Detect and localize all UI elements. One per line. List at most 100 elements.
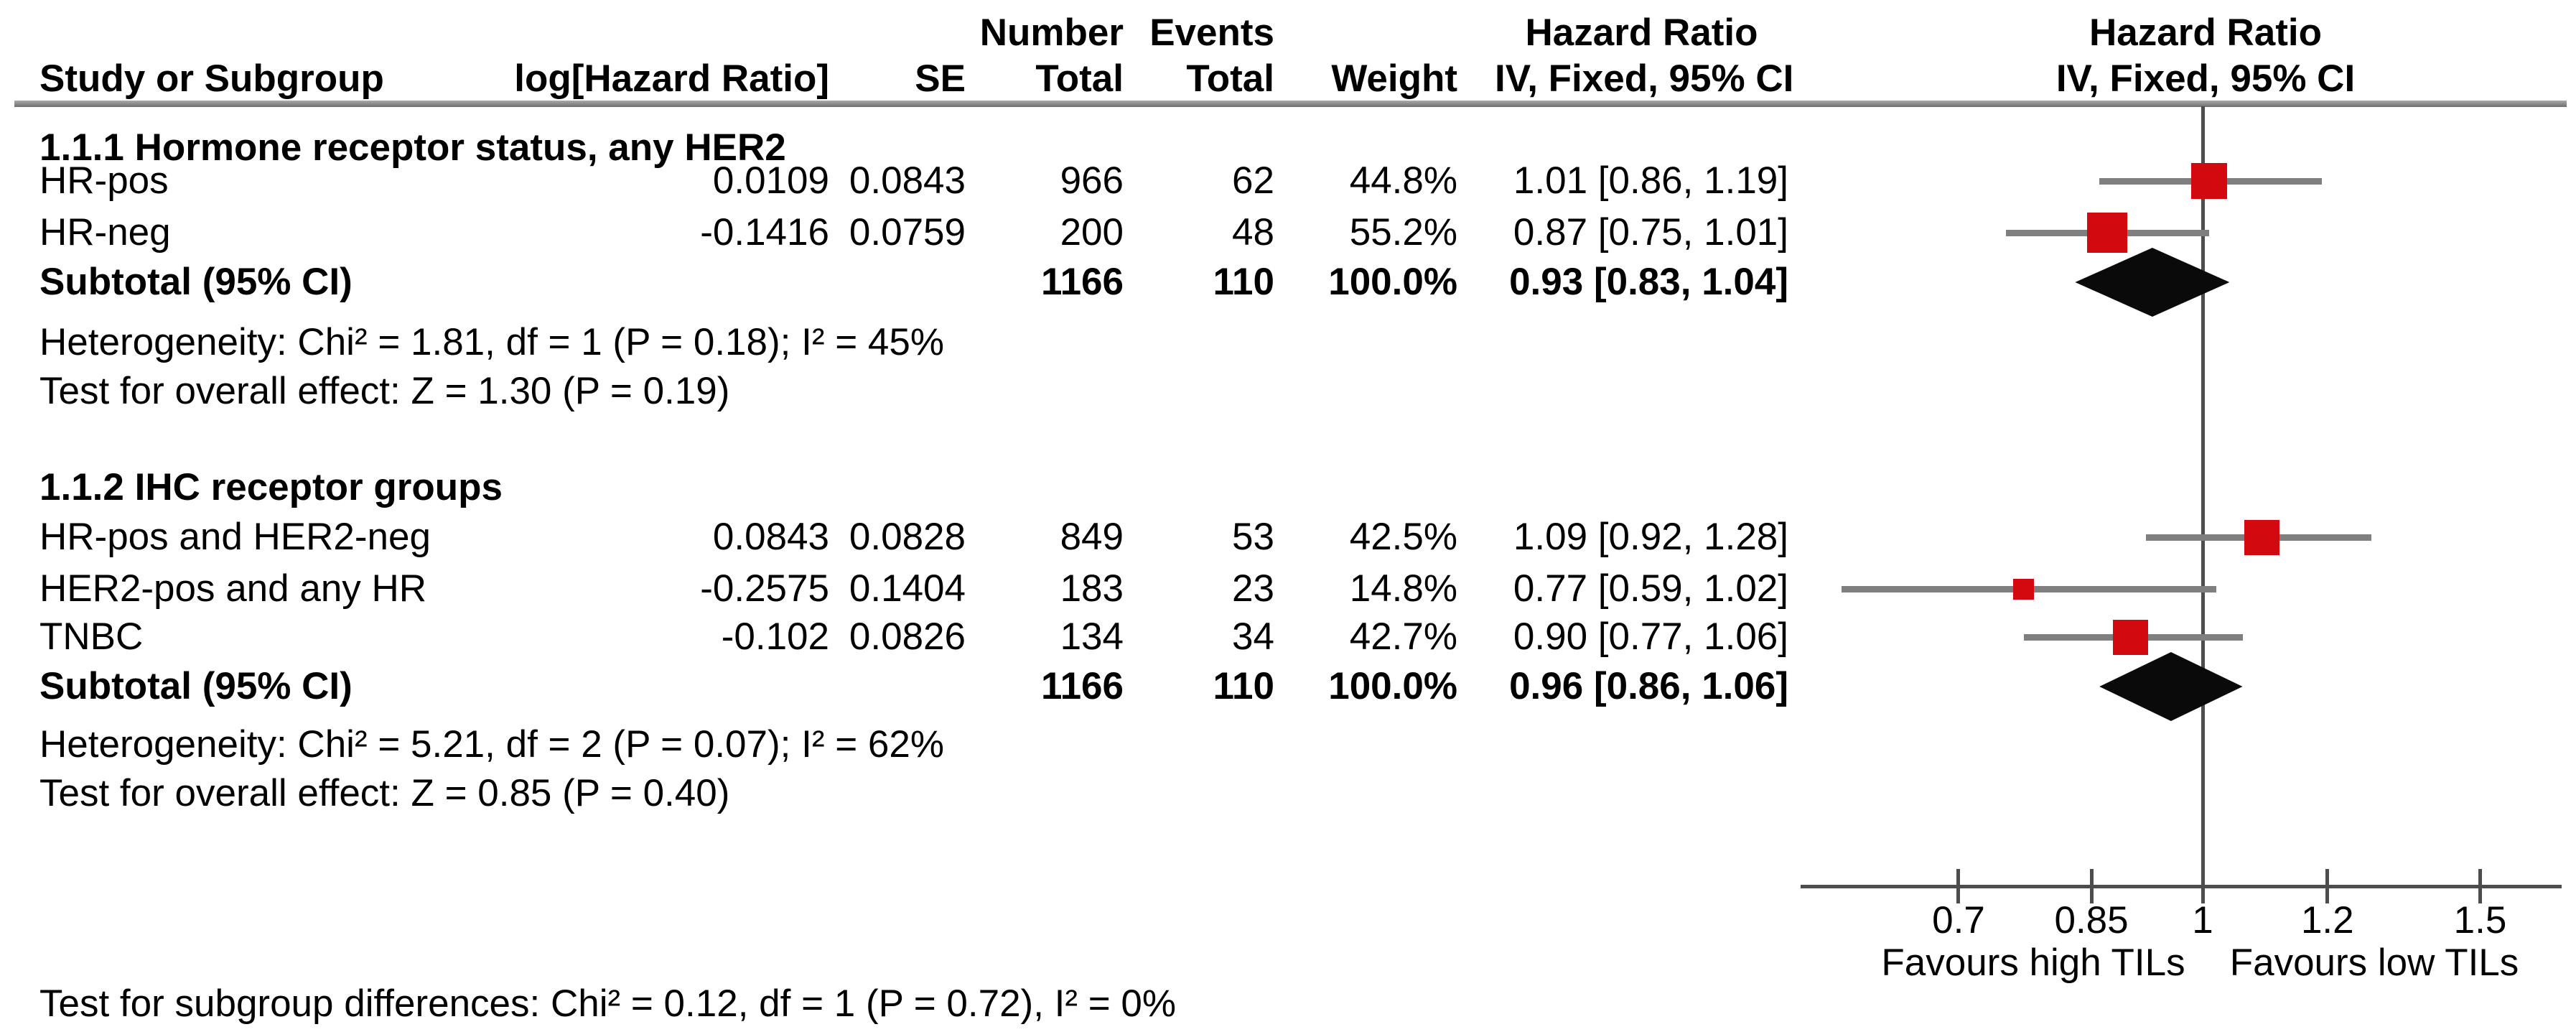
log-hr-value: -0.2575 xyxy=(700,567,829,610)
x-axis-tick xyxy=(1956,869,1961,903)
weight-value: 14.8% xyxy=(1349,567,1457,610)
header-study-or-subgroup: Study or Subgroup xyxy=(39,57,384,100)
hr-ci-value: 1.09 [0.92, 1.28] xyxy=(1513,516,1788,558)
overall-effect-text: Test for overall effect: Z = 0.85 (P = 0… xyxy=(39,772,730,814)
events-value: 48 xyxy=(1232,211,1274,254)
section-2-title: 1.1.2 IHC receptor groups xyxy=(39,466,503,508)
subtotal-row-2: Subtotal (95% CI) 1166 110 100.0% 0.96 [… xyxy=(0,661,2576,712)
log-hr-value: 0.0843 xyxy=(712,516,829,558)
heterogeneity-text: Heterogeneity: Chi² = 1.81, df = 1 (P = … xyxy=(39,321,944,363)
x-axis-tick-label: 0.7 xyxy=(1932,899,1985,942)
subtotal-events: 110 xyxy=(1213,261,1274,303)
study-row-her2pos-anyhr: HER2-pos and any HR -0.2575 0.1404 183 2… xyxy=(0,563,2576,615)
header-total-number: Total xyxy=(1035,57,1124,100)
favours-left-label: Favours high TILs xyxy=(1881,942,2185,984)
subgroup-differences-row: Test for subgroup differences: Chi² = 0.… xyxy=(0,978,2576,1030)
x-axis-tick xyxy=(2325,869,2330,903)
weight-value: 42.5% xyxy=(1349,516,1457,558)
log-hr-value: 0.0109 xyxy=(712,159,829,202)
total-value: 966 xyxy=(1060,159,1124,202)
overall-effect-row-2: Test for overall effect: Z = 0.85 (P = 0… xyxy=(0,768,2576,819)
header-hazard-ratio: Hazard Ratio xyxy=(1525,11,1758,54)
subtotal-total: 1166 xyxy=(1041,261,1124,303)
heterogeneity-row-1: Heterogeneity: Chi² = 1.81, df = 1 (P = … xyxy=(0,317,2576,368)
subtotal-weight: 100.0% xyxy=(1328,665,1457,707)
se-value: 0.1404 xyxy=(849,567,966,610)
subtotal-hr-ci: 0.93 [0.83, 1.04] xyxy=(1509,261,1788,303)
study-name: HR-pos and HER2-neg xyxy=(39,516,431,558)
log-hr-value: -0.1416 xyxy=(700,211,829,254)
header-total-events: Total xyxy=(1186,57,1274,100)
section-1-title-row: 1.1.1 Hormone receptor status, any HER2 xyxy=(0,122,2576,174)
weight-value: 55.2% xyxy=(1349,211,1457,254)
total-value: 134 xyxy=(1060,615,1124,658)
overall-effect-row-1: Test for overall effect: Z = 1.30 (P = 0… xyxy=(0,366,2576,417)
null-effect-line xyxy=(2201,106,2205,886)
header-weight: Weight xyxy=(1331,57,1457,100)
header-log-hazard-ratio: log[Hazard Ratio] xyxy=(514,57,829,100)
subtotal-diamond xyxy=(2075,248,2230,317)
x-axis-tick-label: 1.2 xyxy=(2300,899,2354,942)
header-se: SE xyxy=(915,57,966,100)
events-value: 23 xyxy=(1232,567,1274,610)
hr-ci-value: 1.01 [0.86, 1.19] xyxy=(1513,159,1788,202)
hr-ci-value: 0.87 [0.75, 1.01] xyxy=(1513,211,1788,254)
overall-effect-text: Test for overall effect: Z = 1.30 (P = 0… xyxy=(39,370,730,412)
weight-square-hr-neg xyxy=(2087,213,2128,253)
study-row-hr-pos: HR-pos 0.0109 0.0843 966 62 44.8% 1.01 [… xyxy=(0,155,2576,207)
se-value: 0.0826 xyxy=(849,615,966,658)
total-value: 183 xyxy=(1060,567,1124,610)
study-name: TNBC xyxy=(39,615,144,658)
favours-right-label: Favours low TILs xyxy=(2229,942,2519,984)
events-value: 34 xyxy=(1232,615,1274,658)
x-axis-tick xyxy=(2478,869,2483,903)
study-row-tnbc: TNBC -0.102 0.0826 134 34 42.7% 0.90 [0.… xyxy=(0,611,2576,663)
plot-header-method: IV, Fixed, 95% CI xyxy=(2055,57,2356,100)
total-value: 849 xyxy=(1060,516,1124,558)
x-axis-tick-label: 0.85 xyxy=(2054,899,2129,942)
se-value: 0.0828 xyxy=(849,516,966,558)
se-value: 0.0759 xyxy=(849,211,966,254)
header-row-1: Number Events Hazard Ratio Hazard Ratio xyxy=(0,7,2576,59)
weight-square-tnbc xyxy=(2113,619,2149,655)
subtotal-hr-ci: 0.96 [0.86, 1.06] xyxy=(1509,665,1788,707)
subtotal-row-1: Subtotal (95% CI) 1166 110 100.0% 0.93 [… xyxy=(0,256,2576,308)
weight-square-her2-pos-and-any-hr xyxy=(2013,578,2035,600)
subgroup-differences-text: Test for subgroup differences: Chi² = 0.… xyxy=(39,982,1177,1025)
study-row-hr-neg: HR-neg -0.1416 0.0759 200 48 55.2% 0.87 … xyxy=(0,207,2576,259)
se-value: 0.0843 xyxy=(849,159,966,202)
subtotal-total: 1166 xyxy=(1041,665,1124,707)
hr-ci-value: 0.90 [0.77, 1.06] xyxy=(1513,615,1788,658)
header-separator-line xyxy=(14,101,2567,107)
log-hr-value: -0.102 xyxy=(721,615,829,658)
x-axis-line xyxy=(1801,884,2562,888)
events-value: 53 xyxy=(1232,516,1274,558)
subtotal-weight: 100.0% xyxy=(1328,261,1457,303)
section-1-title: 1.1.1 Hormone receptor status, any HER2 xyxy=(39,126,786,169)
weight-value: 42.7% xyxy=(1349,615,1457,658)
x-axis-tick-label: 1.5 xyxy=(2453,899,2507,942)
weight-value: 44.8% xyxy=(1349,159,1457,202)
x-axis-tick xyxy=(2201,869,2205,903)
heterogeneity-text: Heterogeneity: Chi² = 5.21, df = 2 (P = … xyxy=(39,723,944,766)
x-axis-tick xyxy=(2089,869,2094,903)
header-number: Number xyxy=(979,11,1124,54)
subtotal-diamond xyxy=(2099,652,2243,721)
subtotal-events: 110 xyxy=(1213,665,1274,707)
study-name: HR-neg xyxy=(39,211,171,254)
study-row-hrpos-her2neg: HR-pos and HER2-neg 0.0843 0.0828 849 53… xyxy=(0,511,2576,563)
header-row-2: Study or Subgroup log[Hazard Ratio] SE T… xyxy=(0,53,2576,105)
total-value: 200 xyxy=(1060,211,1124,254)
plot-header-hazard-ratio: Hazard Ratio xyxy=(2089,11,2322,54)
section-2-title-row: 1.1.2 IHC receptor groups xyxy=(0,462,2576,513)
weight-square-hr-pos xyxy=(2191,163,2228,199)
subtotal-label: Subtotal (95% CI) xyxy=(39,261,353,303)
subtotal-label: Subtotal (95% CI) xyxy=(39,665,353,707)
x-axis-tick-label: 1 xyxy=(2192,899,2213,942)
header-method: IV, Fixed, 95% CI xyxy=(1495,57,1794,100)
heterogeneity-row-2: Heterogeneity: Chi² = 5.21, df = 2 (P = … xyxy=(0,719,2576,771)
hr-ci-value: 0.77 [0.59, 1.02] xyxy=(1513,567,1788,610)
weight-square-hr-pos-and-her2-neg xyxy=(2244,519,2279,555)
